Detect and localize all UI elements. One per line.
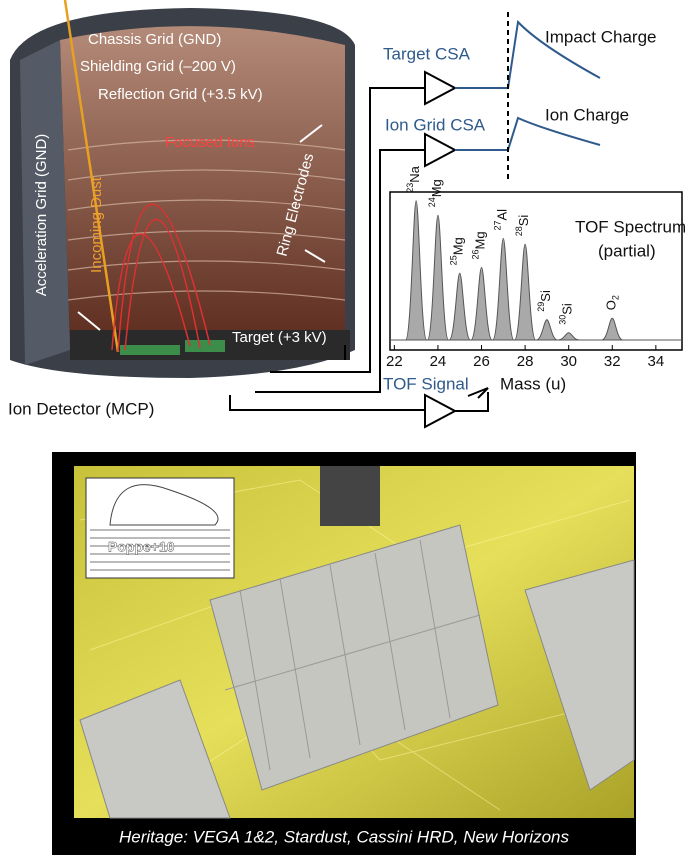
peak	[601, 317, 624, 341]
label: Ion Grid CSA	[385, 115, 486, 134]
isotope: 26	[471, 249, 481, 259]
instrument-drawing	[10, 0, 355, 378]
peak	[405, 200, 428, 341]
peak-label: O2	[604, 295, 621, 310]
element: O	[604, 300, 619, 310]
peak-label: 27Al	[493, 209, 510, 231]
label: Reflection Grid (+3.5 kV)	[98, 86, 263, 103]
label: Shielding Grid (–200 V)	[80, 58, 236, 75]
element: Mg	[451, 237, 466, 255]
spectrum: TOF Spectrum (partial) Mass (u) 22 24 26 28…	[386, 165, 685, 393]
x-tick-label: 24	[430, 353, 447, 370]
peak-label: 26Mg	[471, 231, 488, 259]
signal-traces	[455, 19, 601, 151]
x-tick-label: 28	[517, 353, 534, 370]
x-tick-label: 34	[648, 353, 665, 370]
chart-title: TOF Spectrum	[575, 217, 685, 236]
label: Incoming Dust	[88, 176, 105, 273]
x-axis-label: Mass (u)	[500, 374, 566, 393]
label: Impact Charge	[545, 27, 657, 46]
peak-label: 24Mg	[427, 179, 444, 207]
element: Al	[495, 209, 510, 221]
element: Na	[408, 165, 423, 182]
isotope: 29	[536, 302, 546, 312]
element: Mg	[473, 231, 488, 249]
peak	[492, 237, 515, 341]
caption: Heritage: VEGA 1&2, Stardust, Cassini HR…	[119, 827, 570, 846]
peak	[448, 272, 471, 341]
inset-label: Poppe+10	[108, 539, 175, 555]
label: Target CSA	[383, 44, 471, 63]
element: Si	[538, 290, 553, 302]
x-tick-label: 30	[560, 353, 577, 370]
peak	[470, 266, 493, 341]
element: Si	[560, 303, 575, 315]
photo: Poppe+10 Heritage: VEGA 1&2, Stardust, C…	[52, 452, 636, 855]
peak-label: 23Na	[406, 165, 423, 192]
circuit	[229, 70, 489, 429]
isotope: 25	[449, 255, 459, 265]
label: Target (+3 kV)	[232, 329, 327, 346]
x-tick-label: 22	[386, 353, 403, 370]
peak-label: 30Si	[558, 303, 575, 325]
element: Si	[517, 215, 532, 227]
peak	[426, 214, 449, 341]
subscript: 2	[611, 295, 621, 300]
peak	[558, 332, 580, 341]
label: Chassis Grid (GND)	[88, 31, 221, 48]
peak-label: 29Si	[536, 290, 553, 312]
label: Ion Charge	[545, 105, 629, 124]
peak	[536, 319, 558, 341]
isotope: 27	[493, 220, 503, 230]
label: Acceleration Grid (GND)	[33, 134, 50, 297]
peak-label: 28Si	[514, 215, 531, 237]
label: TOF Signal	[383, 374, 469, 393]
peak	[514, 243, 537, 341]
isotope: 23	[406, 183, 416, 193]
peak-label: 25Mg	[449, 237, 466, 265]
x-tick-label: 32	[604, 353, 621, 370]
x-tick-label: 26	[473, 353, 490, 370]
isotope: 30	[558, 315, 568, 325]
element: Mg	[429, 179, 444, 197]
isotope: 28	[514, 226, 524, 236]
chart-subtitle: (partial)	[598, 241, 656, 260]
label: Focused Ions	[165, 134, 255, 151]
isotope: 24	[427, 197, 437, 207]
label: Ion Detector (MCP)	[8, 399, 154, 418]
